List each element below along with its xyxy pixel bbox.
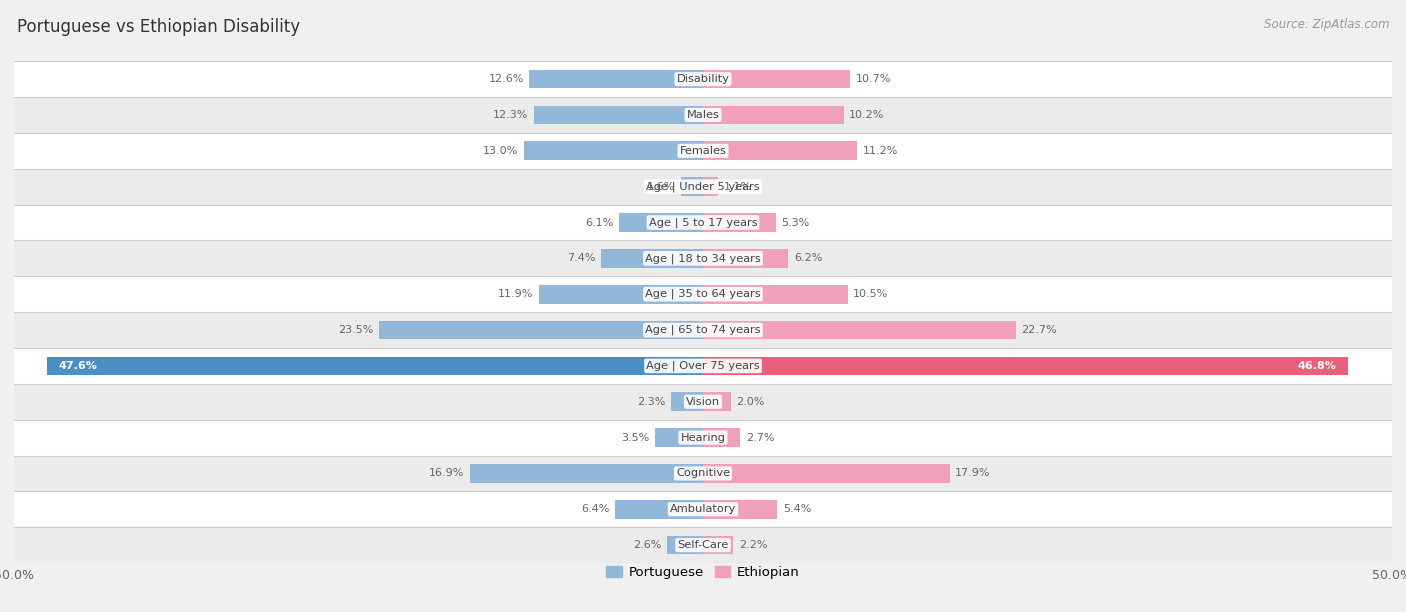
Text: 12.3%: 12.3% (492, 110, 529, 120)
Text: 22.7%: 22.7% (1021, 325, 1057, 335)
Bar (703, 106, 844, 124)
Text: 23.5%: 23.5% (339, 325, 374, 335)
Bar (14, 384, 1392, 420)
Text: Females: Females (679, 146, 727, 156)
Bar (470, 464, 703, 483)
Bar (14, 241, 1392, 276)
Bar (533, 106, 703, 124)
Text: 3.5%: 3.5% (621, 433, 650, 442)
Text: 2.3%: 2.3% (637, 397, 666, 407)
Text: 6.2%: 6.2% (794, 253, 823, 263)
Bar (380, 321, 703, 340)
Text: 10.7%: 10.7% (856, 74, 891, 84)
Text: Portuguese vs Ethiopian Disability: Portuguese vs Ethiopian Disability (17, 18, 299, 36)
Bar (14, 527, 1392, 563)
Bar (655, 428, 703, 447)
Legend: Portuguese, Ethiopian: Portuguese, Ethiopian (600, 561, 806, 584)
Bar (14, 133, 1392, 169)
Text: Age | 65 to 74 years: Age | 65 to 74 years (645, 325, 761, 335)
Bar (14, 455, 1392, 491)
Bar (703, 357, 1348, 375)
Text: 12.6%: 12.6% (488, 74, 524, 84)
Text: 11.2%: 11.2% (863, 146, 898, 156)
Bar (14, 420, 1392, 455)
Bar (703, 249, 789, 267)
Bar (538, 285, 703, 304)
Text: 2.0%: 2.0% (737, 397, 765, 407)
Text: 10.5%: 10.5% (853, 289, 889, 299)
Text: 1.6%: 1.6% (647, 182, 675, 192)
Text: Disability: Disability (676, 74, 730, 84)
Text: 2.6%: 2.6% (633, 540, 662, 550)
Text: 6.4%: 6.4% (581, 504, 609, 514)
Bar (703, 177, 718, 196)
Bar (524, 141, 703, 160)
Bar (14, 169, 1392, 204)
Bar (14, 97, 1392, 133)
Text: 7.4%: 7.4% (567, 253, 596, 263)
Bar (671, 392, 703, 411)
Bar (614, 500, 703, 518)
Bar (703, 392, 731, 411)
Text: 46.8%: 46.8% (1298, 361, 1337, 371)
Bar (48, 357, 703, 375)
Bar (530, 70, 703, 89)
Bar (14, 61, 1392, 97)
Bar (703, 500, 778, 518)
Text: Age | 18 to 34 years: Age | 18 to 34 years (645, 253, 761, 264)
Text: Cognitive: Cognitive (676, 468, 730, 479)
Bar (703, 428, 740, 447)
Bar (14, 204, 1392, 241)
Text: 2.2%: 2.2% (738, 540, 768, 550)
Text: 16.9%: 16.9% (429, 468, 464, 479)
Bar (703, 70, 851, 89)
Text: Males: Males (686, 110, 720, 120)
Bar (703, 536, 734, 554)
Bar (668, 536, 703, 554)
Bar (703, 464, 949, 483)
Bar (600, 249, 703, 267)
Bar (14, 491, 1392, 527)
Text: Hearing: Hearing (681, 433, 725, 442)
Bar (703, 285, 848, 304)
Text: Age | Under 5 years: Age | Under 5 years (647, 181, 759, 192)
Bar (619, 213, 703, 232)
Bar (14, 312, 1392, 348)
Text: 11.9%: 11.9% (498, 289, 533, 299)
Text: Age | 5 to 17 years: Age | 5 to 17 years (648, 217, 758, 228)
Text: Self-Care: Self-Care (678, 540, 728, 550)
Text: 47.6%: 47.6% (58, 361, 97, 371)
Text: Source: ZipAtlas.com: Source: ZipAtlas.com (1264, 18, 1389, 31)
Bar (703, 141, 858, 160)
Text: 10.2%: 10.2% (849, 110, 884, 120)
Bar (14, 348, 1392, 384)
Text: Vision: Vision (686, 397, 720, 407)
Text: 5.4%: 5.4% (783, 504, 811, 514)
Text: 2.7%: 2.7% (745, 433, 775, 442)
Text: Age | Over 75 years: Age | Over 75 years (647, 360, 759, 371)
Text: 13.0%: 13.0% (484, 146, 519, 156)
Bar (681, 177, 703, 196)
Bar (14, 276, 1392, 312)
Bar (703, 321, 1015, 340)
Text: 6.1%: 6.1% (585, 217, 613, 228)
Text: 1.1%: 1.1% (724, 182, 752, 192)
Text: Age | 35 to 64 years: Age | 35 to 64 years (645, 289, 761, 299)
Text: 17.9%: 17.9% (955, 468, 991, 479)
Bar (703, 213, 776, 232)
Text: 5.3%: 5.3% (782, 217, 810, 228)
Text: Ambulatory: Ambulatory (669, 504, 737, 514)
